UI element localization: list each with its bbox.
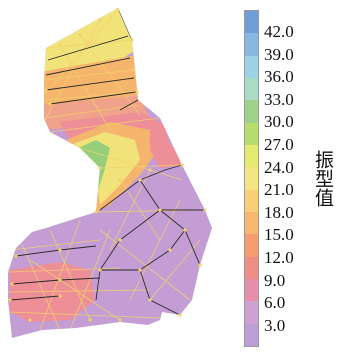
colorbar-tick-label: 33.0 bbox=[264, 89, 294, 109]
colorbar-tick-label: 39.0 bbox=[264, 44, 294, 64]
colorbar-segment bbox=[245, 167, 258, 190]
colorbar-tick-label: 30.0 bbox=[264, 112, 294, 132]
region-yellow bbox=[40, 8, 136, 75]
mesh-node bbox=[118, 238, 122, 242]
mesh-node bbox=[168, 248, 172, 252]
mesh-node bbox=[116, 8, 120, 12]
mesh-node bbox=[28, 318, 32, 322]
mesh-node bbox=[183, 228, 187, 232]
mesh-node bbox=[44, 88, 48, 92]
mesh-node bbox=[58, 248, 62, 252]
region-pink-right bbox=[150, 120, 182, 168]
mesh-node bbox=[14, 254, 18, 258]
colorbar-tick-label: 36.0 bbox=[264, 67, 294, 87]
mesh-node bbox=[98, 18, 102, 22]
mesh-node bbox=[178, 313, 182, 317]
mesh-node bbox=[148, 168, 152, 172]
colorbar-segment bbox=[245, 189, 258, 212]
colorbar-tick-label: 42.0 bbox=[264, 22, 294, 41]
mesh-node bbox=[132, 68, 136, 72]
colorbar-segment bbox=[245, 77, 258, 101]
colorbar-tick-label: 9.0 bbox=[264, 270, 286, 290]
colorbar-tick-label: 21.0 bbox=[264, 180, 294, 200]
colorbar-tick-label: 18.0 bbox=[264, 202, 294, 222]
mesh-node bbox=[88, 318, 92, 322]
colorbar-tick-label: 24.0 bbox=[264, 157, 294, 177]
colorbar-segment bbox=[245, 301, 258, 324]
mesh-node bbox=[180, 163, 184, 167]
mesh-node bbox=[138, 268, 142, 272]
colorbar-segment bbox=[245, 144, 258, 168]
mesh-node bbox=[148, 298, 152, 302]
mesh-node bbox=[58, 43, 62, 47]
mesh-node bbox=[8, 298, 12, 302]
mesh-node bbox=[48, 102, 52, 106]
mesh-node bbox=[158, 208, 162, 212]
region-orange bbox=[40, 55, 140, 110]
mesh-lines bbox=[8, 9, 206, 331]
colorbar-segment bbox=[245, 11, 258, 34]
contour-map bbox=[8, 8, 212, 338]
mesh-node bbox=[58, 278, 62, 282]
colorbar-title: 振型值 bbox=[312, 150, 334, 207]
colorbar-segment bbox=[245, 278, 258, 302]
colorbar-tick-label: 15.0 bbox=[264, 225, 294, 245]
mesh-nodes bbox=[8, 8, 207, 322]
mesh-node bbox=[10, 282, 14, 286]
mesh-node bbox=[118, 318, 122, 322]
mesh-node bbox=[135, 90, 139, 94]
colorbar-segment bbox=[245, 122, 258, 145]
mesh-node bbox=[203, 208, 207, 212]
mesh-node bbox=[118, 178, 122, 182]
colorbar-tick-label: 12.0 bbox=[264, 248, 294, 267]
colorbar bbox=[244, 10, 259, 347]
region-pink-lower bbox=[10, 262, 95, 322]
colorbar-tick-label: 3.0 bbox=[264, 315, 286, 335]
colorbar-tick-label: 6.0 bbox=[264, 293, 286, 313]
colorbar-segment bbox=[245, 33, 258, 56]
mesh-node bbox=[94, 210, 98, 214]
mesh-node bbox=[58, 294, 62, 298]
colorbar-segment bbox=[245, 55, 258, 78]
mesh-node bbox=[78, 33, 82, 37]
colorbar-segment bbox=[245, 256, 258, 279]
mesh-node bbox=[130, 38, 134, 42]
mesh-node bbox=[138, 178, 142, 182]
colorbar-tick-label: 27.0 bbox=[264, 135, 294, 154]
colorbar-segment bbox=[245, 323, 258, 346]
colorbar-segment bbox=[245, 100, 258, 123]
mesh-node bbox=[98, 268, 102, 272]
colorbar-segment bbox=[245, 211, 258, 235]
mesh-node bbox=[98, 166, 102, 170]
colorbar-segment bbox=[245, 234, 258, 257]
mesh-node bbox=[198, 263, 202, 267]
